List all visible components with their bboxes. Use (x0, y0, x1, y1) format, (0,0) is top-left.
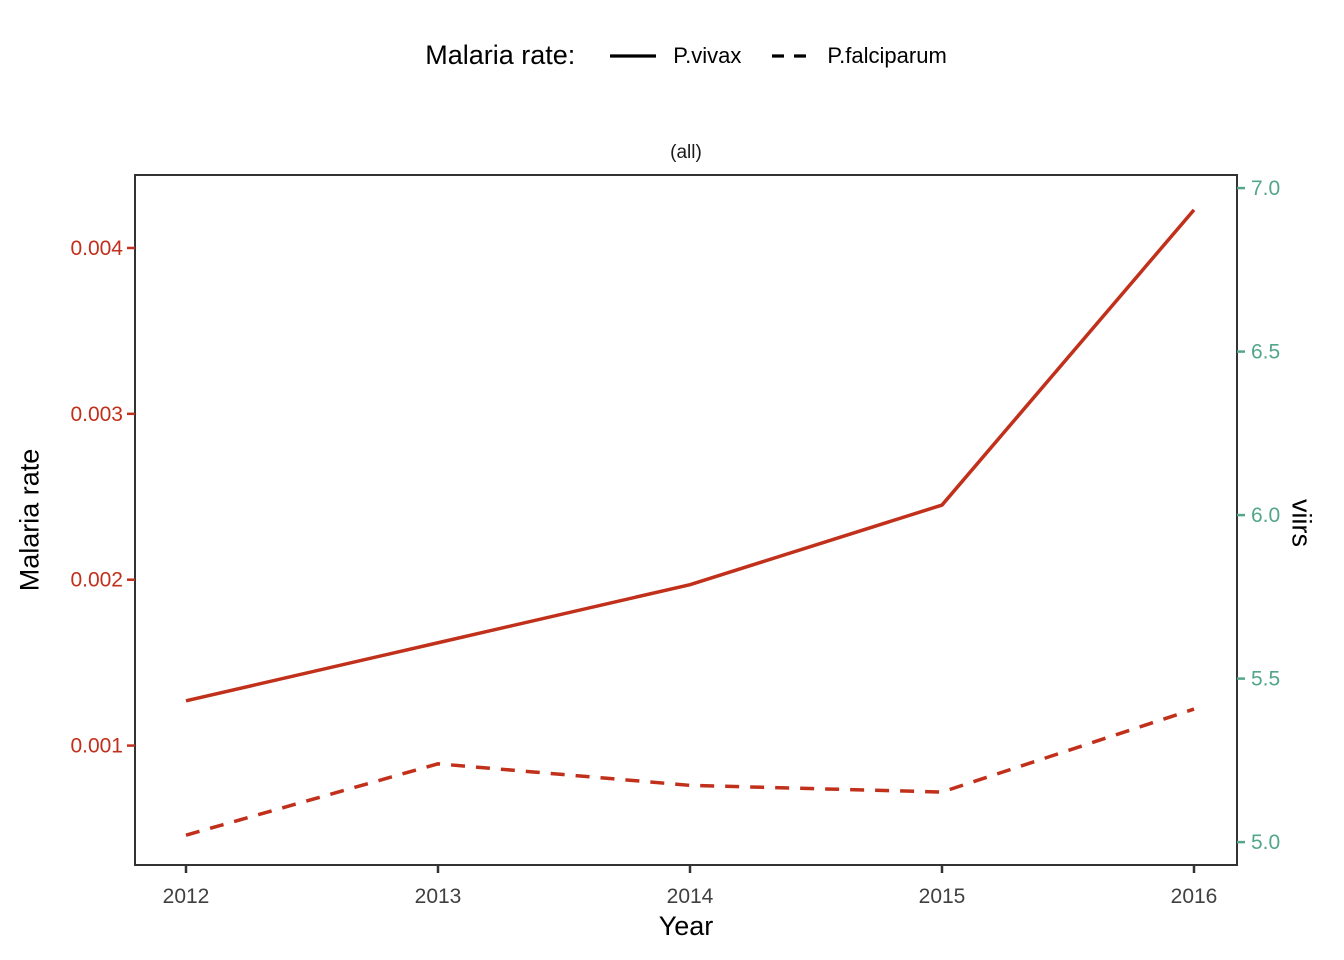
left-tick-label: 0.002 (70, 569, 123, 592)
right-tick-label: 6.5 (1251, 341, 1280, 364)
legend-title: Malaria rate: (425, 40, 576, 70)
plot-panel (134, 174, 1238, 866)
legend: Malaria rate: P.vivax P.falciparum (135, 40, 1237, 71)
legend-item-pfalciparum: P.falciparum (771, 42, 947, 69)
legend-label-pfalciparum: P.falciparum (827, 42, 947, 68)
right-tick-label: 5.5 (1251, 668, 1280, 691)
series-line-pvivax (185, 208, 1196, 703)
left-tick-label: 0.003 (70, 403, 123, 426)
x-axis-title: Year (658, 911, 714, 941)
x-tick-label: 2014 (667, 885, 714, 908)
legend-label-pvivax: P.vivax (673, 42, 742, 68)
solid-line-swatch-icon (610, 53, 657, 58)
left-tick-label: 0.001 (70, 735, 123, 758)
legend-item-pvivax: P.vivax (609, 43, 741, 69)
right-axis-title: viirs (1286, 499, 1317, 547)
x-tick-label: 2016 (1171, 885, 1218, 908)
right-tick-label: 7.0 (1251, 177, 1280, 200)
right-tick-label: 6.0 (1251, 504, 1280, 527)
dashed-line-swatch-icon (772, 53, 811, 58)
right-tick-label: 5.0 (1251, 831, 1280, 854)
facet-subtitle: (all) (670, 142, 702, 163)
series-line-pfalciparum (185, 707, 1195, 837)
x-tick-label: 2013 (415, 885, 462, 908)
left-axis-title: Malaria rate (14, 448, 45, 592)
x-tick-label: 2012 (163, 885, 210, 908)
left-tick-label: 0.004 (70, 237, 123, 260)
x-tick-label: 2015 (919, 885, 966, 908)
